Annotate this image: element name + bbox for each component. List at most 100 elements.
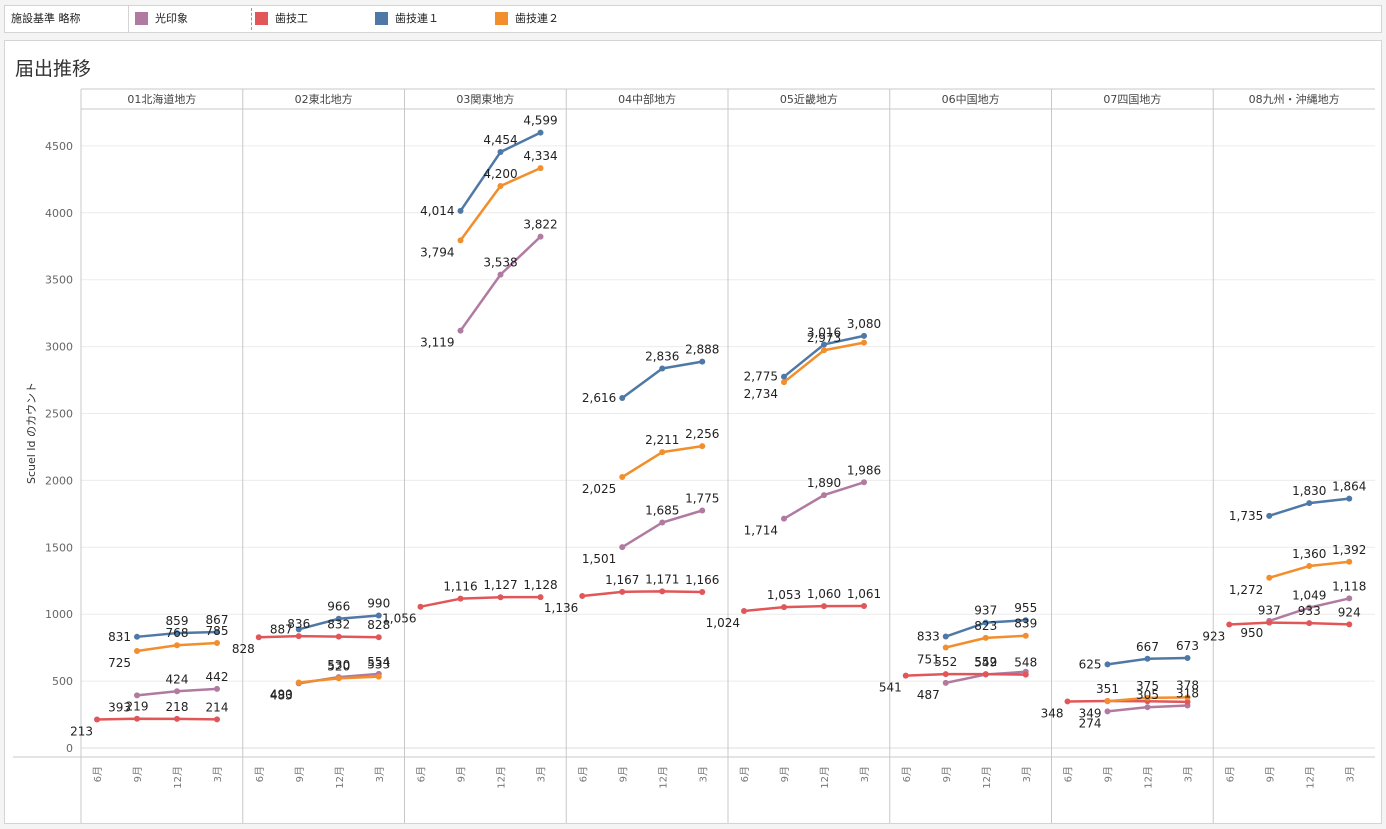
data-label: 1,392 (1332, 543, 1366, 557)
data-label: 839 (1014, 617, 1037, 631)
data-label: 218 (166, 700, 189, 714)
x-tick-label: 3月 (1021, 766, 1033, 782)
x-tick-label: 3月 (1183, 766, 1195, 782)
data-point (1266, 619, 1273, 626)
data-label: 552 (934, 655, 957, 669)
data-point (821, 603, 827, 610)
y-tick-label: 1000 (45, 608, 73, 621)
x-tick-label: 3月 (697, 766, 709, 782)
panel-header: 07四国地方 (1103, 92, 1161, 106)
data-point (335, 615, 342, 622)
x-tick-label: 6月 (1063, 766, 1075, 782)
x-tick-label: 9月 (1264, 766, 1276, 782)
x-tick-label: 12月 (496, 766, 508, 789)
data-label: 533 (367, 658, 390, 672)
legend-label: 歯技工 (275, 12, 308, 25)
data-label: 2,616 (582, 391, 616, 405)
data-label: 541 (879, 681, 902, 695)
data-label: 305 (1136, 688, 1159, 702)
data-label: 4,200 (483, 167, 517, 181)
data-label: 4,599 (523, 114, 557, 128)
data-point (942, 679, 949, 686)
series-line (96, 717, 218, 721)
data-label: 1,053 (767, 588, 801, 602)
data-point (537, 165, 544, 172)
data-point (417, 603, 424, 610)
data-point (1144, 694, 1151, 701)
data-label: 520 (327, 659, 350, 673)
legend-bar: 施設基準 略称 光印象 歯技工 歯技連１ 歯技連２ (4, 5, 1382, 33)
data-label: 937 (974, 604, 997, 618)
data-point (1144, 704, 1151, 711)
data-label: 393 (108, 700, 131, 714)
data-label: 990 (367, 597, 390, 611)
data-point (537, 594, 544, 601)
data-point (457, 327, 464, 334)
data-point (1266, 512, 1273, 519)
data-point (1104, 708, 1111, 715)
data-point (619, 394, 626, 401)
x-tick-label: 12月 (657, 766, 669, 789)
data-point (497, 271, 504, 278)
data-label: 2,775 (744, 370, 778, 384)
data-label: 487 (917, 688, 940, 702)
series-line (582, 590, 703, 598)
data-label: 348 (1041, 706, 1064, 720)
data-label: 274 (1079, 716, 1102, 730)
data-point (1346, 621, 1353, 628)
y-tick-label: 500 (52, 675, 73, 688)
data-point (375, 634, 382, 641)
data-point (134, 692, 140, 699)
x-tick-label: 12月 (1304, 766, 1316, 789)
data-label: 836 (287, 617, 310, 631)
data-point (1306, 620, 1313, 627)
data-label: 2,211 (645, 433, 679, 447)
data-point (821, 492, 827, 499)
data-point (1022, 617, 1029, 624)
x-tick-label: 9月 (779, 766, 791, 782)
legend-swatch (495, 12, 508, 25)
y-tick-label: 1500 (45, 541, 73, 554)
panel-header: 06中国地方 (942, 92, 1000, 106)
legend-label: 光印象 (155, 12, 188, 25)
data-point (982, 619, 989, 626)
data-point (781, 515, 787, 522)
y-tick-label: 2500 (45, 408, 73, 421)
y-axis-label: Scuel Id のカウント (25, 382, 38, 484)
data-point (942, 671, 949, 678)
data-point (1306, 604, 1313, 611)
data-point (457, 207, 464, 214)
data-point (699, 358, 706, 365)
data-label: 1,136 (544, 601, 578, 615)
x-tick-label: 3月 (212, 766, 224, 782)
data-label: 1,024 (706, 616, 740, 630)
data-label: 424 (166, 672, 189, 686)
data-point (659, 449, 666, 456)
data-label: 673 (1176, 639, 1199, 653)
data-point (781, 379, 787, 386)
x-tick-label: 3月 (374, 766, 386, 782)
x-tick-label: 9月 (1103, 766, 1115, 782)
data-label: 549 (974, 656, 997, 670)
data-point (537, 129, 544, 136)
data-label: 785 (206, 624, 229, 638)
x-tick-label: 6月 (1224, 766, 1236, 782)
data-label: 1,501 (582, 552, 616, 566)
panel-header: 08九州・沖縄地方 (1249, 92, 1340, 106)
data-label: 1,060 (807, 587, 841, 601)
data-label: 667 (1136, 640, 1159, 654)
data-point (1104, 661, 1111, 668)
data-label: 483 (270, 688, 293, 702)
data-label: 214 (206, 700, 229, 714)
data-point (497, 149, 504, 156)
data-point (174, 630, 180, 637)
data-point (781, 604, 787, 611)
data-point (375, 612, 382, 619)
data-point (699, 507, 706, 514)
data-label: 950 (1240, 626, 1263, 640)
data-point (1306, 500, 1313, 507)
data-label: 375 (1136, 679, 1159, 693)
data-label: 625 (1079, 657, 1102, 671)
data-label: 1,049 (1292, 589, 1326, 603)
data-label: 955 (1014, 601, 1037, 615)
